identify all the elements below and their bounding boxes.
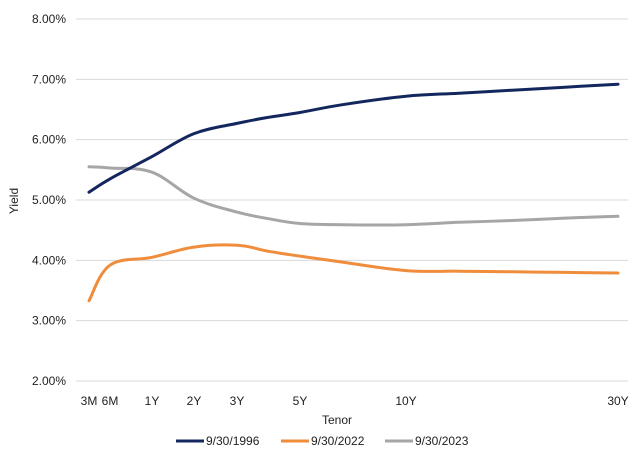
- legend-label: 9/30/1996: [206, 434, 260, 448]
- y-tick-label: 8.00%: [32, 12, 66, 26]
- y-tick-label: 3.00%: [32, 314, 66, 328]
- y-axis-title: Yield: [7, 188, 21, 214]
- x-tick-label: 10Y: [395, 394, 416, 408]
- series-lines: [87, 82, 620, 303]
- series-line-9-30-1996: [87, 82, 620, 194]
- x-tick-label: 3Y: [230, 394, 245, 408]
- gridlines: [76, 18, 628, 382]
- legend-label: 9/30/2022: [311, 434, 365, 448]
- x-tick-label: 5Y: [293, 394, 308, 408]
- x-axis-title: Tenor: [322, 413, 352, 427]
- y-tick-label: 2.00%: [32, 374, 66, 388]
- y-tick-label: 5.00%: [32, 193, 66, 207]
- series-line-9-30-2023: [87, 165, 620, 227]
- x-tick-label: 1Y: [145, 394, 160, 408]
- legend: 9/30/1996 9/30/2022 9/30/2023: [176, 434, 469, 448]
- y-tick-label: 6.00%: [32, 133, 66, 147]
- x-tick-label: 2Y: [187, 394, 202, 408]
- x-tick-label: 30Y: [607, 394, 628, 408]
- y-axis-ticks: 2.00% 3.00% 4.00% 5.00% 6.00% 7.00% 8.00%: [32, 12, 66, 388]
- legend-label: 9/30/2023: [415, 434, 469, 448]
- x-tick-label: 3M: [81, 394, 98, 408]
- x-tick-label: 6M: [102, 394, 119, 408]
- y-tick-label: 7.00%: [32, 72, 66, 86]
- x-axis-ticks: 3M 6M 1Y 2Y 3Y 5Y 10Y 30Y: [81, 394, 629, 408]
- y-tick-label: 4.00%: [32, 253, 66, 267]
- series-line-9-30-2022: [87, 243, 620, 303]
